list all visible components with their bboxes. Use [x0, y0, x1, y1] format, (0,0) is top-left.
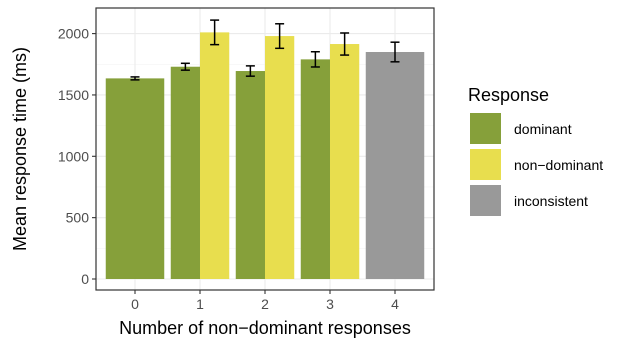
y-tick-label: 0: [81, 271, 89, 287]
x-axis-title: Number of non−dominant responses: [119, 318, 411, 338]
y-tick-label: 500: [66, 210, 90, 226]
bar-dominant-1: [170, 66, 200, 279]
legend-title: Response: [468, 85, 549, 105]
bar-nondominant-1: [200, 32, 230, 279]
legend: Response dominant non−dominant inconsisten…: [468, 85, 603, 216]
legend-swatch: [470, 149, 501, 180]
legend-swatch: [470, 185, 501, 216]
bar-inconsistent-4: [365, 52, 425, 279]
x-tick-label: 2: [261, 296, 269, 312]
legend-swatch: [470, 113, 501, 144]
bar-dominant-2: [235, 71, 265, 279]
y-axis-title: Mean response time (ms): [10, 47, 30, 251]
legend-label: dominant: [514, 121, 572, 137]
bar-dominant-0: [105, 78, 165, 279]
x-tick-label: 0: [131, 296, 139, 312]
x-tick-label: 3: [326, 296, 334, 312]
y-tick-label: 1500: [58, 87, 89, 103]
x-tick-label: 1: [196, 296, 204, 312]
bar-dominant-3: [300, 59, 330, 279]
bar-nondominant-2: [265, 36, 295, 279]
y-tick-label: 2000: [58, 26, 89, 42]
x-axis: 0 1 2 3 4: [131, 290, 399, 312]
bars: [105, 32, 425, 280]
legend-label: non−dominant: [514, 157, 603, 173]
bar-nondominant-3: [330, 44, 360, 280]
y-tick-label: 1000: [58, 148, 89, 164]
legend-label: inconsistent: [514, 193, 588, 209]
y-axis: 0 500 1000 1500 2000: [58, 26, 96, 287]
error-bars: [130, 19, 400, 81]
x-tick-label: 4: [391, 296, 399, 312]
